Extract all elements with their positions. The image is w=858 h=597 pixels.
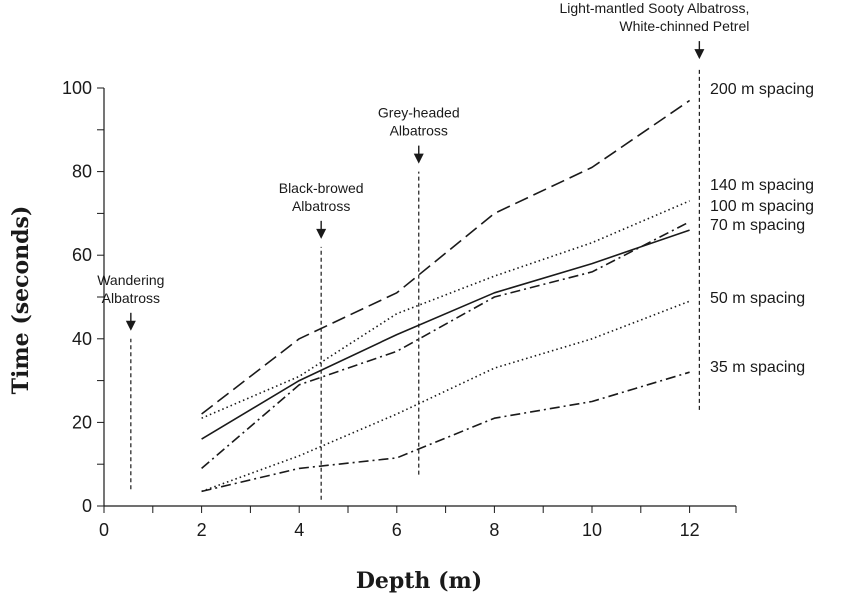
annotation-label: Albatross: [390, 123, 448, 139]
series-label: 35 m spacing: [710, 359, 805, 376]
series-line: [201, 200, 690, 419]
annotation-arrow-head: [125, 320, 136, 331]
annotation-label: Grey-headed: [378, 105, 460, 121]
series-label: 70 m spacing: [710, 217, 805, 234]
annotations: Wandering Albatross Black-browed Albatross G…: [97, 0, 749, 500]
x-tick-label: 10: [582, 520, 602, 540]
series-label: 50 m spacing: [710, 290, 805, 307]
y-tick-label: 20: [72, 412, 92, 432]
annotation-label: Light-mantled Sooty Albatross,: [559, 0, 749, 16]
series-line: [201, 221, 690, 470]
x-tick-label: 6: [392, 520, 402, 540]
series-line: [201, 371, 690, 493]
y-tick-label: 80: [72, 162, 92, 182]
annotation-label: White-chinned Petrel: [619, 18, 749, 34]
x-tick-label: 12: [680, 520, 700, 540]
y-tick-label: 40: [72, 329, 92, 349]
series-line: [201, 300, 690, 493]
x-tick-label: 0: [99, 520, 109, 540]
annotation-arrow-head: [413, 153, 424, 164]
axes: 0 2 4 6 8 10 12 0 20 40 60 80 100: [62, 78, 737, 540]
x-tick-label: 2: [197, 520, 207, 540]
series-line: [201, 229, 690, 440]
y-tick-label: 60: [72, 245, 92, 265]
x-tick-label: 4: [294, 520, 304, 540]
series-labels: 200 m spacing 140 m spacing 100 m spacing 7…: [710, 81, 814, 376]
series-label: 140 m spacing: [710, 177, 814, 194]
y-tick-label: 100: [62, 78, 92, 98]
series-lines: [201, 99, 691, 493]
annotation-label: Wandering: [97, 272, 164, 288]
series-label: 100 m spacing: [710, 198, 814, 215]
y-tick-label: 0: [82, 496, 92, 516]
annotation-arrow-head: [316, 228, 327, 239]
x-axis-title: Depth (m): [356, 568, 482, 594]
series-label: 200 m spacing: [710, 81, 814, 98]
annotation-arrow-head: [694, 49, 705, 60]
annotation-label: Albatross: [102, 290, 160, 306]
y-axis-title: Time (seconds): [8, 206, 34, 395]
x-tick-label: 8: [489, 520, 499, 540]
annotation-label: Black-browed: [279, 180, 364, 196]
series-line: [201, 99, 691, 415]
annotation-label: Albatross: [292, 198, 350, 214]
